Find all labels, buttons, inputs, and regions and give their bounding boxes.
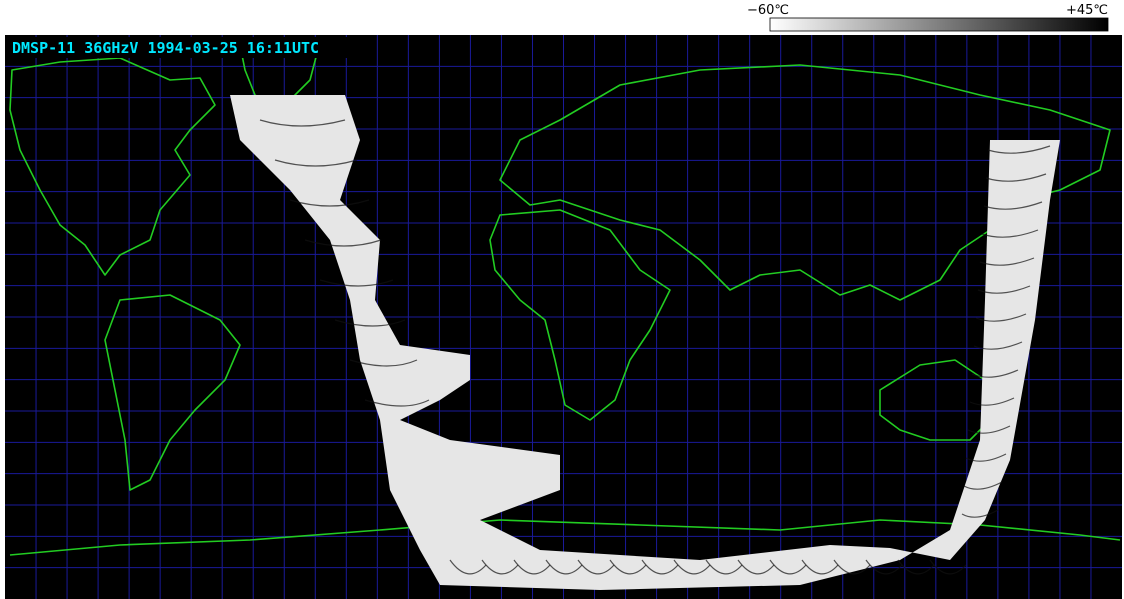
antarctica	[9, 519, 1121, 556]
scan-arc	[513, 559, 551, 575]
scan-arc	[737, 559, 775, 575]
scan-arc	[334, 319, 406, 327]
scan-arc	[481, 559, 519, 575]
scan-arc	[349, 359, 418, 367]
scan-arc	[897, 559, 935, 575]
scan-arc	[705, 559, 743, 575]
north-america	[9, 57, 216, 276]
swath-coverage	[230, 95, 1060, 590]
scan-arc	[769, 559, 807, 575]
scan-arc	[979, 257, 1035, 266]
scan-arc	[641, 559, 679, 575]
colorbar	[769, 17, 1109, 32]
scan-arc	[865, 559, 903, 575]
scan-arc	[981, 229, 1039, 238]
colorbar-max-label: +45℃	[1066, 3, 1108, 18]
scan-arc	[545, 559, 583, 575]
scan-arc	[364, 399, 430, 407]
scan-arc	[449, 559, 487, 575]
scan-arc	[259, 119, 346, 127]
colorbar-min-label: −60℃	[747, 3, 789, 18]
scan-arc	[965, 453, 1007, 462]
scan-arc	[973, 341, 1023, 350]
scan-arc	[975, 313, 1027, 322]
scan-arc	[673, 559, 711, 575]
title: DMSP-11 36GHzV 1994-03-25 16:11UTC	[12, 39, 319, 57]
coastlines	[9, 41, 1121, 556]
title-background	[5, 37, 365, 58]
scan-arc	[577, 559, 615, 575]
africa	[489, 209, 671, 421]
scan-arc	[289, 199, 370, 207]
scan-arc	[983, 201, 1043, 210]
scan-arc	[961, 509, 999, 518]
scan-arc	[967, 425, 1011, 434]
australia	[879, 359, 991, 441]
scan-arc	[274, 159, 358, 167]
scan-arc	[319, 279, 394, 287]
scan-arc	[304, 239, 382, 247]
scan-arc	[977, 285, 1031, 294]
scan-arc	[969, 397, 1015, 406]
scan-arc	[929, 559, 967, 575]
scan-lines	[259, 119, 1051, 575]
scan-arc	[609, 559, 647, 575]
swath	[230, 95, 1060, 590]
scan-arc	[833, 559, 871, 575]
scan-arc	[801, 559, 839, 575]
scan-arc	[987, 145, 1051, 154]
scan-arc	[963, 481, 1003, 490]
south-america	[104, 294, 241, 491]
eurasia	[499, 64, 1111, 301]
scan-arc	[985, 173, 1047, 182]
scan-arc	[971, 369, 1019, 378]
